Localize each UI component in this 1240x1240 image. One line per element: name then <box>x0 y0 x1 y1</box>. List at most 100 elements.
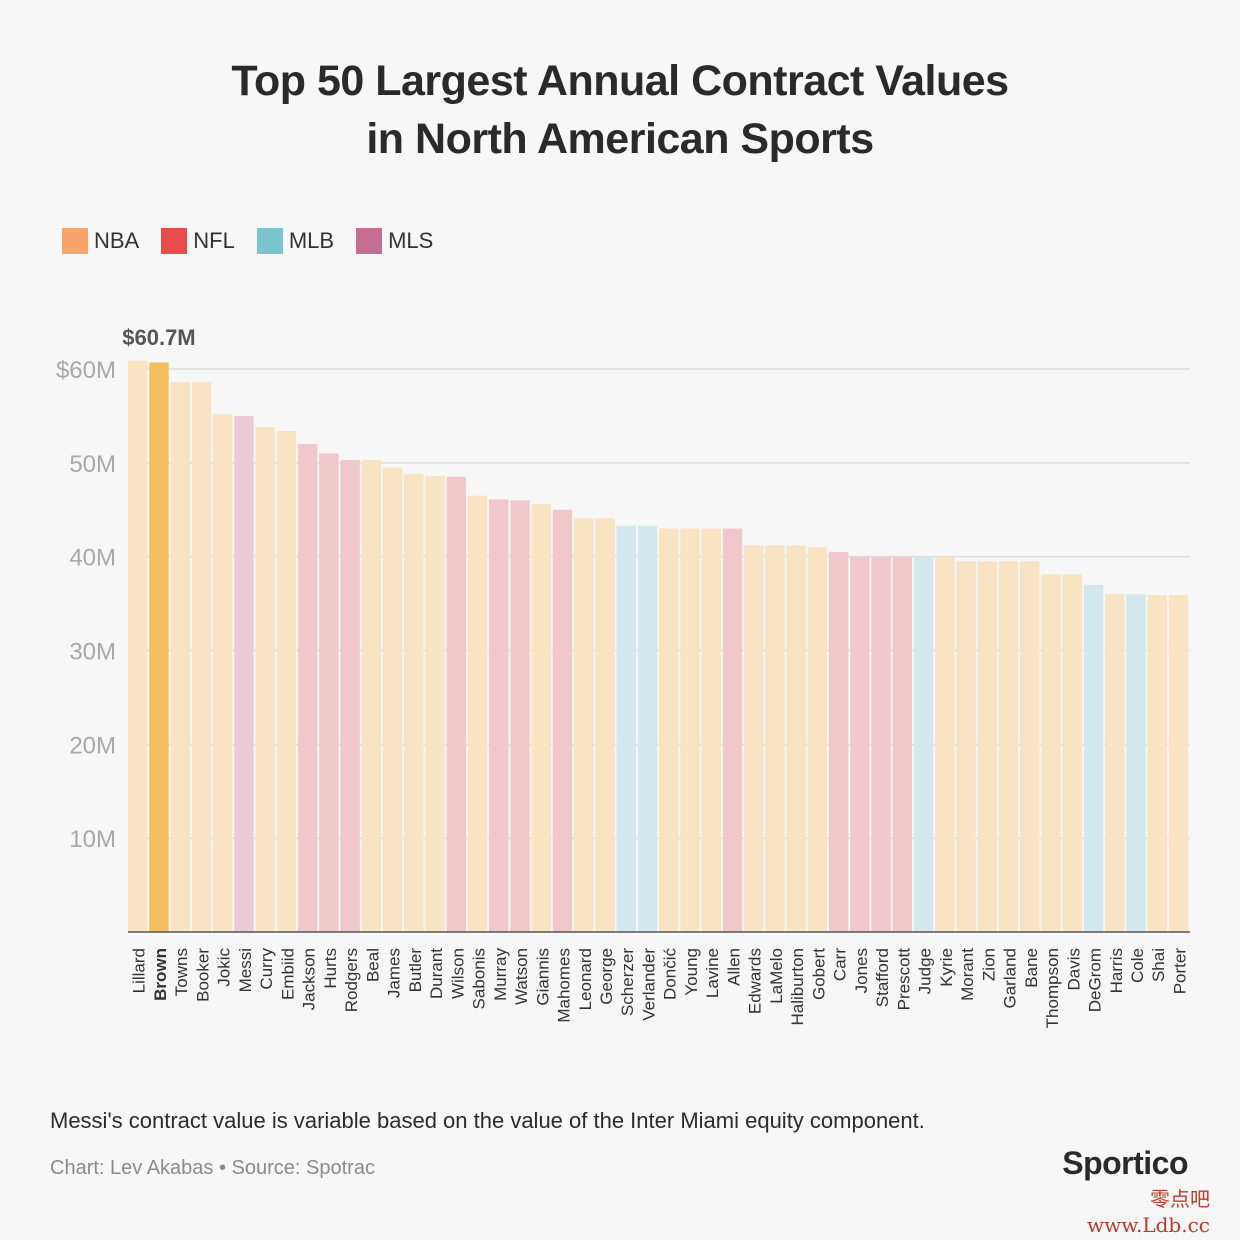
bar-embiid <box>276 430 297 932</box>
x-tick-label: Thompson <box>1043 948 1062 1028</box>
legend-label-mls: MLS <box>388 228 434 253</box>
legend-label-nfl: NFL <box>193 228 235 253</box>
x-tick-label: Gobert <box>809 948 828 1000</box>
bar-hurts <box>319 453 339 932</box>
x-tick-label: Jackson <box>300 948 319 1010</box>
bar-young <box>680 528 700 932</box>
x-tick-label: Hurts <box>321 948 340 989</box>
x-tick-label: Verlander <box>639 948 658 1021</box>
bar-chart: 10M 20M 30M 40M 50M $60M Lillard Brown Towns Book… <box>56 325 1190 1028</box>
x-tick-label: Messi <box>236 948 255 992</box>
bar-thompson <box>1041 574 1061 932</box>
x-tick-label: Leonard <box>576 948 595 1010</box>
x-tick-label: Scherzer <box>618 948 637 1016</box>
x-tick-label: Rodgers <box>342 948 361 1012</box>
bar-lillard <box>128 360 148 932</box>
bar-shai <box>1147 595 1167 932</box>
bar-james <box>382 467 403 932</box>
y-tick-label: 20M <box>69 732 116 759</box>
highlight-value-label: $60.7M <box>122 325 195 350</box>
y-tick-label: 10M <box>69 826 116 853</box>
x-tick-label: Edwards <box>746 948 765 1014</box>
legend-swatch-mls <box>356 228 383 254</box>
bar-sabonis <box>467 495 488 932</box>
watermark-line-1: 零点吧 <box>1150 1187 1210 1211</box>
bar-giannis <box>531 504 551 932</box>
x-tick-label: Garland <box>1001 948 1020 1008</box>
x-tick-label: Jones <box>852 948 871 993</box>
legend-swatch-nfl <box>161 228 188 254</box>
sportico-logo: Sportico <box>1062 1145 1188 1181</box>
x-tick-label: Jokic <box>215 948 234 987</box>
x-tick-label: Kyrie <box>937 948 956 987</box>
title-line-2: in North American Sports <box>366 115 874 163</box>
x-tick-label: Booker <box>193 948 212 1002</box>
bar-jackson <box>297 444 318 932</box>
legend-item-mlb: MLB <box>256 228 335 254</box>
bar-gobert <box>807 547 828 932</box>
bar-judge <box>913 556 934 932</box>
x-tick-label: Durant <box>427 948 446 999</box>
x-tick-label: Brown <box>151 948 170 1001</box>
bar-garland <box>998 561 1019 932</box>
x-tick-label: Prescott <box>894 948 913 1011</box>
bar-jokic <box>212 414 233 932</box>
x-tick-label: Watson <box>512 948 531 1005</box>
watermark: 零点吧 www.Ldb.cc <box>1087 1186 1210 1238</box>
bar-jones <box>850 556 870 932</box>
x-tick-label: Sabonis <box>470 948 489 1009</box>
x-tick-label: LaMelo <box>767 948 786 1004</box>
x-tick-label: Beal <box>363 948 382 982</box>
bar-watson <box>510 500 530 932</box>
x-tick-label: Carr <box>831 948 850 981</box>
bar-beal <box>361 460 382 932</box>
bar-brown <box>149 362 169 933</box>
bar-curry <box>255 427 275 932</box>
legend-item-nfl: NFL <box>161 228 235 254</box>
y-tick-label: 30M <box>69 639 116 666</box>
bar-degrom <box>1083 584 1104 932</box>
x-tick-label: Murray <box>491 948 510 1001</box>
y-tick-label: 40M <box>69 545 116 572</box>
bar-towns <box>170 382 190 932</box>
x-tick-label: Lavine <box>703 948 722 998</box>
bar-leonard <box>574 518 594 932</box>
x-tick-label: Giannis <box>533 948 552 1006</box>
x-tick-label: Cole <box>1128 948 1147 983</box>
bar-butler <box>404 474 424 932</box>
bar-durant <box>425 475 445 932</box>
x-tick-label: Mahomes <box>555 948 574 1023</box>
bar-harris <box>1105 594 1125 932</box>
legend: NBA NFL MLB MLS <box>62 228 433 254</box>
y-tick-label: 50M <box>69 451 116 478</box>
x-tick-label: Porter <box>1170 948 1189 995</box>
bar-verlander <box>637 525 658 932</box>
x-tick-label: Allen <box>724 948 743 986</box>
bar-rodgers <box>340 460 360 932</box>
x-tick-label: Bane <box>1022 948 1041 988</box>
bar-lavine <box>701 528 721 932</box>
x-tick-label: Zion <box>979 948 998 981</box>
bar-haliburton <box>786 545 806 932</box>
legend-swatch-mlb <box>256 228 283 254</box>
x-tick-label: Morant <box>958 948 977 1001</box>
legend-label-nba: NBA <box>94 228 140 253</box>
chart-title: Top 50 Largest Annual Contract Values in… <box>0 52 1240 168</box>
bar-stafford <box>871 556 891 932</box>
legend-item-nba: NBA <box>62 228 139 254</box>
bar-allen <box>722 528 743 932</box>
x-tick-label: Haliburton <box>788 948 807 1026</box>
watermark-line-2: www.Ldb.cc <box>1087 1213 1210 1237</box>
legend-item-mls: MLS <box>356 228 433 254</box>
x-tick-label: Wilson <box>448 948 467 999</box>
bar-mahomes <box>552 509 573 932</box>
legend-label-mlb: MLB <box>288 228 335 253</box>
bar-porter <box>1168 595 1189 932</box>
x-tick-label: Lillard <box>130 948 149 993</box>
bar-kyrie <box>935 556 955 932</box>
x-tick-label: Butler <box>406 948 425 993</box>
x-tick-label: James <box>385 948 404 998</box>
bar-lamelo <box>765 545 785 932</box>
x-tick-label: Embiid <box>278 948 297 1000</box>
bar-cole <box>1126 594 1146 932</box>
